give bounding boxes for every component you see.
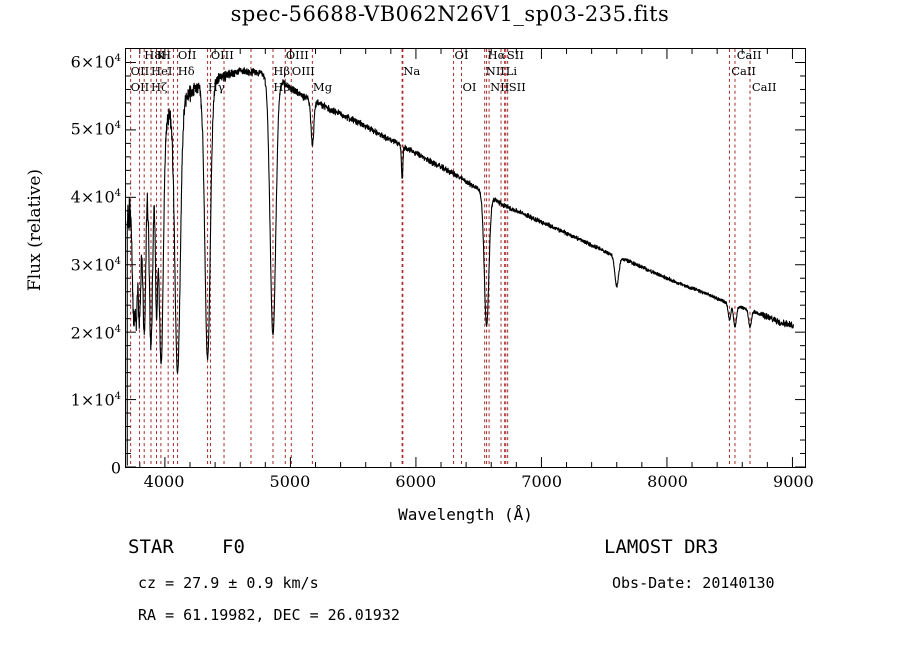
spectral-class-label: F0 xyxy=(222,536,245,558)
y-tick-label: 1×104 xyxy=(70,390,121,410)
spectral-line-label: NII xyxy=(490,80,510,94)
x-axis-title: Wavelength (Å) xyxy=(398,505,533,524)
x-tick-label: 8000 xyxy=(647,472,688,491)
spectral-line-label: SII xyxy=(506,48,524,62)
spectral-line-label: OI xyxy=(462,80,477,94)
x-tick-label: 9000 xyxy=(773,472,814,491)
y-tick-label: 4×104 xyxy=(70,187,121,207)
spectral-line-label: Hγ xyxy=(207,80,225,94)
spectral-line-label: OII xyxy=(130,64,150,78)
spectral-line-label: NII xyxy=(485,64,505,78)
spectral-line-label: OII xyxy=(130,80,150,94)
y-tick-label: 5×104 xyxy=(70,119,121,139)
spectral-line-label: Hβ xyxy=(273,80,291,94)
spectral-line-label: OIII xyxy=(291,64,315,78)
y-tick-label: 2×104 xyxy=(70,323,121,343)
spectral-line-label: OIII xyxy=(210,48,234,62)
spectrum-plot-area xyxy=(125,48,806,468)
spectral-line-label: Hα xyxy=(487,48,506,62)
spectral-line-label: Hδ xyxy=(177,64,195,78)
coordinates-value: RA = 61.19982, DEC = 26.01932 xyxy=(138,606,400,624)
page-title: spec-56688-VB062N26V1_sp03-235.fits xyxy=(230,2,670,26)
spectral-line-label: CaII xyxy=(751,80,777,94)
spectral-line-label: SII xyxy=(508,80,526,94)
x-tick-label: 7000 xyxy=(521,472,562,491)
survey-label: LAMOST DR3 xyxy=(604,536,719,558)
spectral-line-label: OII xyxy=(177,48,197,62)
footer-info: STAR F0 cz = 27.9 ± 0.9 km/s RA = 61.199… xyxy=(0,530,900,640)
y-tick-label: 0 xyxy=(110,458,121,478)
spectral-line-label: CaII xyxy=(731,64,756,78)
spectral-line-label: HeI xyxy=(151,64,173,78)
spectral-line-label: Hζ xyxy=(151,80,168,94)
spectral-line-label: Hβ xyxy=(273,64,291,78)
spectral-line-label: K xyxy=(156,48,166,62)
x-tick-label: 4000 xyxy=(143,472,185,491)
spectral-line-label: Na xyxy=(403,64,421,78)
x-tick-label: 6000 xyxy=(395,472,437,491)
spectral-line-label: H8 xyxy=(144,48,162,62)
object-type-label: STAR xyxy=(128,536,174,558)
spectral-line-label: CaII xyxy=(736,48,762,62)
x-tick-label: 5000 xyxy=(269,472,311,491)
y-axis-title: Flux (relative) xyxy=(25,168,45,292)
spectral-line-label: Li xyxy=(505,64,518,78)
spectral-line-label: Mg xyxy=(312,80,333,94)
cz-value: cz = 27.9 ± 0.9 km/s xyxy=(138,574,319,592)
spectrum-svg xyxy=(126,49,805,467)
y-tick-label: 6×104 xyxy=(70,52,121,72)
spectral-line-label: OI xyxy=(454,48,469,62)
spectral-line-label: OIII xyxy=(285,48,309,62)
x-axis-tick-labels: 4000 5000 6000 7000 8000 9000 xyxy=(125,472,814,498)
y-axis-tick-labels: 0 1×104 2×104 3×104 4×104 5×104 6×104 xyxy=(0,48,121,477)
obs-date-value: Obs-Date: 20140130 xyxy=(612,574,775,592)
spectral-line-label: H xyxy=(160,48,172,62)
y-tick-label: 3×104 xyxy=(70,255,121,275)
